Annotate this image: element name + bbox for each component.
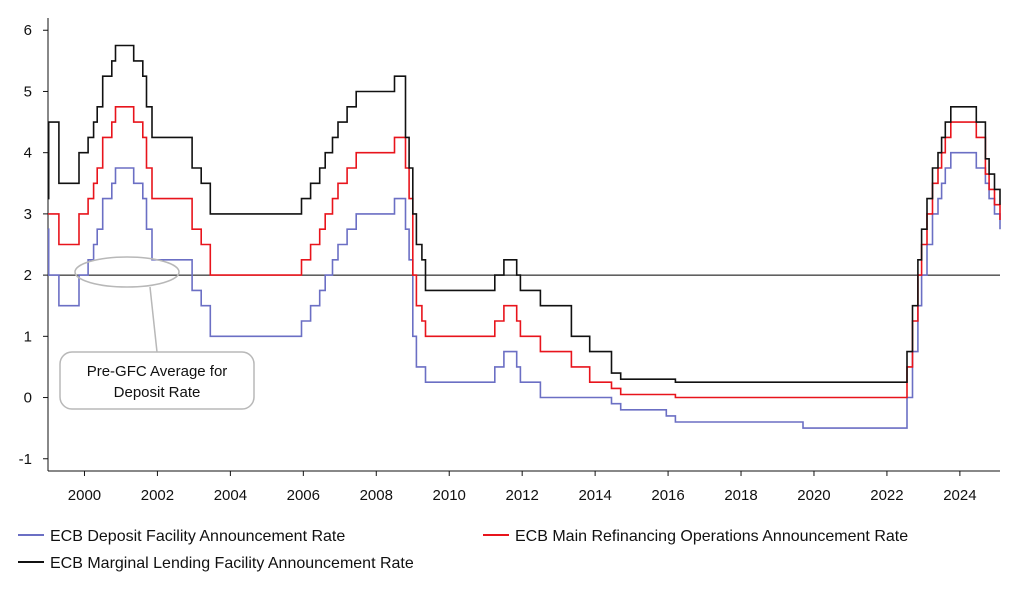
y-tick-label: 6 xyxy=(24,22,32,39)
y-tick-label: 3 xyxy=(24,206,32,223)
x-tick-label: 2002 xyxy=(141,487,174,504)
annotation-leader-line xyxy=(149,286,158,353)
annotation-callout-box xyxy=(59,351,255,410)
marginal-lending-rate-line xyxy=(47,44,1001,383)
annotation-ellipse xyxy=(74,256,180,288)
annotation-line-2: Deposit Rate xyxy=(114,384,201,401)
ticks: -1 0 1 2 3 4 5 6 2000 2002 2004 2006 2008 2010 2012 201… xyxy=(19,22,977,504)
y-tick-label: 5 xyxy=(24,83,32,100)
y-tick-label: 1 xyxy=(24,328,32,345)
legend-label-deposit: ECB Deposit Facility Announcement Rate xyxy=(50,528,345,545)
x-tick-label: 2004 xyxy=(214,487,247,504)
legend: ECB Deposit Facility Announcement Rate E… xyxy=(18,528,908,572)
legend-label-marginal-lending: ECB Marginal Lending Facility Announceme… xyxy=(50,555,414,572)
x-tick-label: 2012 xyxy=(505,487,538,504)
x-tick-label: 2008 xyxy=(360,487,393,504)
y-tick-label: 2 xyxy=(24,267,32,284)
y-tick-label: 0 xyxy=(24,390,32,407)
x-tick-label: 2016 xyxy=(651,487,684,504)
x-tick-label: 2000 xyxy=(68,487,101,504)
x-tick-label: 2020 xyxy=(797,487,830,504)
x-tick-label: 2018 xyxy=(724,487,757,504)
series-layer xyxy=(47,44,1001,429)
x-tick-label: 2006 xyxy=(287,487,320,504)
x-tick-label: 2014 xyxy=(578,487,611,504)
x-tick-label: 2024 xyxy=(943,487,976,504)
x-tick-label: 2010 xyxy=(433,487,466,504)
y-tick-label: -1 xyxy=(19,451,32,468)
annotation: Pre-GFC Average for Deposit Rate xyxy=(59,256,255,410)
x-tick-label: 2022 xyxy=(870,487,903,504)
legend-label-main-refinancing: ECB Main Refinancing Operations Announce… xyxy=(515,528,908,545)
annotation-line-1: Pre-GFC Average for xyxy=(87,363,228,380)
y-tick-label: 4 xyxy=(24,145,32,162)
